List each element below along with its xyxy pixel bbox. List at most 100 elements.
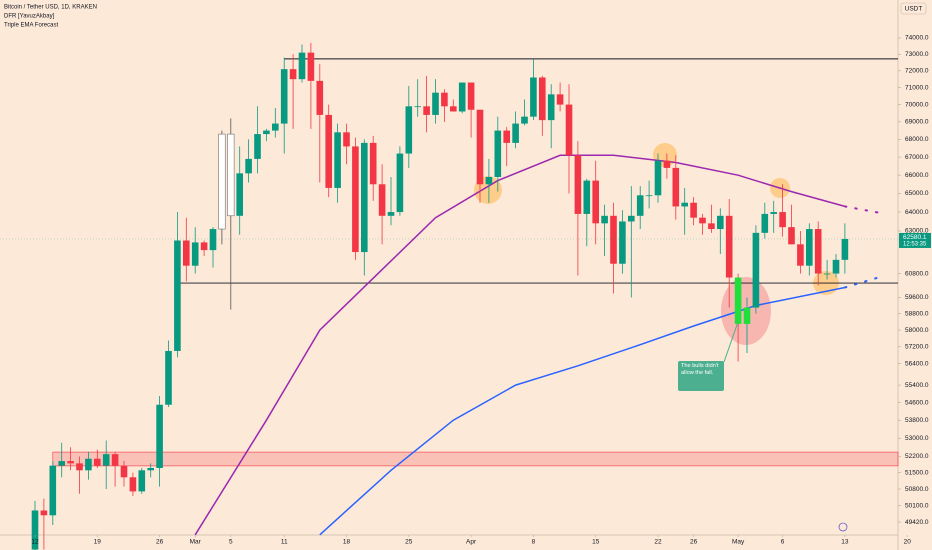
- candle-body: [823, 273, 831, 275]
- candle-body: [165, 350, 172, 405]
- x-tick-label: 26: [690, 539, 698, 546]
- x-tick-label: 20: [904, 539, 912, 546]
- x-tick-label: Apr: [466, 539, 477, 546]
- y-tick-label: 59600.0: [905, 294, 929, 301]
- candle-body: [67, 461, 74, 464]
- candle-body: [263, 130, 270, 135]
- candle-body: [40, 510, 48, 516]
- x-tick-label: Mar: [190, 539, 202, 546]
- countdown-label: 12:53:35: [903, 242, 927, 248]
- candle-body: [645, 195, 653, 197]
- candle-body: [814, 229, 822, 274]
- y-tick-label: 70000.0: [905, 101, 929, 108]
- y-tick-label: 51500.0: [905, 469, 929, 476]
- candle-body: [450, 106, 457, 112]
- y-tick-label: 68000.0: [905, 136, 929, 143]
- candle-body: [547, 94, 555, 121]
- candle-body: [503, 130, 510, 143]
- candle-body: [298, 52, 306, 80]
- candle-body: [512, 123, 519, 143]
- candle-body: [788, 227, 795, 245]
- y-tick-label: 64000.0: [905, 209, 929, 216]
- candle-body: [174, 240, 181, 351]
- candle-body: [147, 467, 154, 471]
- replay-icon[interactable]: [838, 522, 848, 532]
- candle-body: [654, 160, 662, 196]
- candle-body: [423, 106, 430, 115]
- candle-body: [761, 213, 769, 233]
- y-tick-label: 54600.0: [905, 399, 929, 406]
- ema-forecast: [843, 275, 882, 289]
- last-price-label: 62580.1: [903, 234, 927, 241]
- y-tick-label: 56400.0: [905, 360, 929, 367]
- candle-body: [85, 458, 92, 471]
- candle-body: [663, 160, 671, 168]
- x-tick-label: 25: [405, 539, 413, 546]
- y-tick-label: 53000.0: [905, 435, 929, 442]
- candle-body: [636, 195, 644, 216]
- y-tick-label: 66000.0: [905, 172, 929, 179]
- candle-body: [485, 176, 493, 185]
- y-tick-label: 67000.0: [905, 154, 929, 161]
- currency-label[interactable]: USDT: [905, 6, 923, 13]
- y-tick-label: 53800.0: [905, 417, 929, 424]
- x-tick-label: 11: [281, 539, 288, 546]
- candle-body: [743, 307, 751, 324]
- x-tick-label: 8: [532, 539, 536, 546]
- candle-body: [734, 277, 742, 324]
- candle-body: [592, 180, 599, 224]
- x-tick-label: May: [732, 539, 745, 546]
- candle-body: [806, 229, 813, 266]
- candle-body: [191, 242, 199, 266]
- currency-box[interactable]: [900, 2, 927, 15]
- candle-body: [432, 92, 439, 115]
- ema-line: [194, 154, 846, 536]
- candle-body: [539, 77, 546, 121]
- candle-body: [378, 184, 386, 216]
- x-tick-label: 19: [94, 539, 102, 546]
- y-tick-label: 50100.0: [905, 502, 929, 509]
- candle-body: [325, 114, 332, 188]
- support-zone: [52, 451, 899, 467]
- y-tick-label: 57200.0: [905, 343, 929, 350]
- candle-body: [458, 82, 466, 112]
- symbol-title: Bitcoin / Tether USD, 1D, KRAKEN: [4, 5, 97, 11]
- candle-body: [361, 142, 368, 253]
- candle-body: [209, 229, 217, 251]
- candle-body: [254, 134, 261, 159]
- candle-body: [690, 202, 697, 218]
- candle-body: [717, 215, 724, 230]
- y-tick-label: 58800.0: [905, 310, 929, 317]
- y-tick-label: 74000.0: [905, 35, 929, 42]
- y-tick-label: 60800.0: [905, 270, 929, 277]
- candle-body: [138, 470, 146, 492]
- candle-body: [565, 104, 573, 156]
- candle-body: [227, 133, 235, 217]
- candle-body: [94, 458, 101, 466]
- y-tick-label: 72000.0: [905, 68, 929, 75]
- candle-body: [31, 510, 39, 550]
- candle-body: [405, 106, 413, 154]
- candle-body: [414, 106, 421, 108]
- candle-body: [49, 465, 57, 516]
- candle-body: [280, 69, 288, 124]
- candle-body: [476, 109, 484, 185]
- candle-body: [102, 454, 110, 466]
- candle-body: [396, 153, 404, 213]
- annotation: The bulls didn't allow the fall.: [678, 361, 724, 391]
- candle-body: [494, 130, 502, 177]
- candle-body: [619, 221, 626, 264]
- candle-body: [76, 463, 83, 471]
- y-tick-label: 58000.0: [905, 327, 929, 334]
- indicator-label: DFR [YavuzAkbay]: [4, 14, 55, 20]
- y-tick-label: 55400.0: [905, 382, 929, 389]
- candle-body: [218, 133, 226, 230]
- x-tick-label: 18: [343, 539, 351, 546]
- candle-body: [245, 158, 252, 174]
- candle-body: [343, 132, 350, 147]
- candle-body: [708, 223, 715, 230]
- candle-body: [699, 217, 706, 224]
